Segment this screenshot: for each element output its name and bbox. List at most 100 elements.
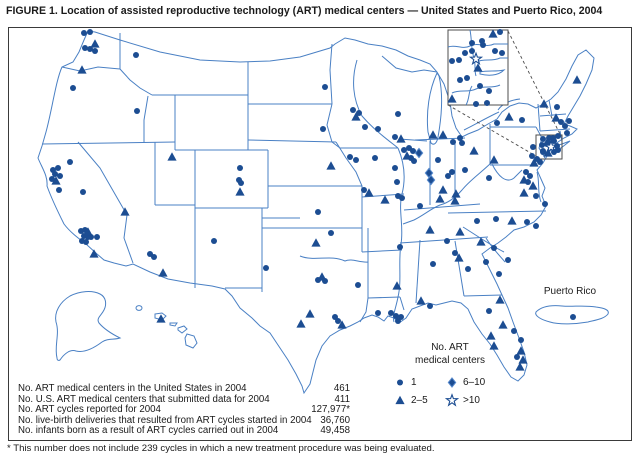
center-marker-2-5 (438, 130, 448, 139)
center-marker-1 (356, 110, 362, 116)
center-marker-6-10 (414, 147, 424, 159)
map-line (393, 147, 405, 323)
center-marker-1 (494, 120, 500, 126)
center-marker-1 (445, 173, 451, 179)
puerto-rico-label: Puerto Rico (543, 286, 597, 297)
map-line (359, 297, 369, 323)
stat-row: No. live-birth deliveries that resulted … (18, 415, 350, 427)
stat-label: No. infants born as a result of ART cycl… (18, 425, 279, 436)
map-line (402, 161, 493, 225)
map-line (454, 240, 465, 297)
center-marker-1 (533, 193, 539, 199)
center-marker-1 (328, 230, 334, 236)
center-marker-1 (449, 169, 455, 175)
map-line (143, 95, 149, 142)
legend-item-label: >10 (463, 394, 480, 406)
map-line (415, 239, 421, 304)
center-marker-2-5 (392, 281, 402, 290)
center-marker-1 (570, 314, 576, 320)
stat-label: No. ART cycles reported for 2004 (18, 404, 161, 415)
center-marker-1 (551, 138, 557, 144)
center-marker-1 (533, 223, 539, 229)
center-marker-1 (457, 77, 463, 83)
map-line (463, 111, 500, 131)
map-line (463, 294, 503, 297)
center-marker-1 (496, 271, 502, 277)
center-marker-1 (397, 379, 403, 386)
map-line (353, 59, 399, 149)
map-line (169, 322, 178, 327)
center-marker-1 (473, 101, 479, 107)
center-marker-1 (456, 57, 462, 63)
stat-row: No. U.S. ART medical centers that submit… (18, 393, 350, 406)
center-marker-2-5 (235, 187, 245, 196)
center-marker-2-5 (89, 249, 99, 258)
figure-title: FIGURE 1. Location of assisted reproduct… (6, 5, 603, 17)
center-marker-1 (347, 154, 353, 160)
center-marker-1 (527, 173, 533, 179)
center-marker-2-5 (296, 319, 306, 328)
map-line (399, 296, 405, 311)
center-marker-1 (315, 277, 321, 283)
center-marker-1 (82, 45, 88, 51)
center-marker-2-5 (156, 314, 166, 323)
center-marker-2-5 (489, 155, 499, 164)
center-marker-2-5 (486, 331, 496, 340)
legend-title-line2: medical centers (414, 355, 486, 366)
legend-item-6-10: 6–10 (445, 373, 507, 391)
center-marker-2-5 (326, 161, 336, 170)
center-marker-2-5 (90, 39, 100, 48)
map-line (537, 103, 541, 132)
center-marker-2-5 (450, 196, 460, 205)
map-line (367, 296, 401, 299)
center-marker-1 (511, 328, 517, 334)
map-line (403, 203, 481, 211)
center-marker-1 (486, 308, 492, 314)
center-marker-1 (519, 117, 525, 123)
map-line (135, 305, 143, 311)
center-marker-1 (464, 75, 470, 81)
center-marker-6-10 (426, 174, 436, 186)
center-marker-1 (320, 126, 326, 132)
stat-label: No. U.S. ART medical centers that submit… (18, 393, 270, 405)
center-marker-2-5 (528, 181, 538, 190)
center-marker-2-5 (167, 152, 177, 161)
center-marker-2-5 (551, 113, 561, 122)
map-legend: No. ART medical centers 1 2–5 6–10 >10 (390, 341, 510, 409)
center-marker-2-5 (504, 112, 514, 121)
center-marker-1 (427, 303, 433, 309)
center-marker-2-5 (488, 29, 498, 38)
legend-item-label: 2–5 (411, 394, 428, 406)
center-marker-2-5 (447, 94, 457, 103)
center-marker-1 (555, 133, 561, 139)
center-marker-1 (237, 165, 243, 171)
center-marker-1 (151, 254, 157, 260)
center-marker-1 (397, 244, 403, 250)
center-marker-1 (465, 266, 471, 272)
center-marker-1 (525, 179, 531, 185)
center-marker-1 (395, 111, 401, 117)
center-marker-1 (401, 147, 407, 153)
center-marker-1 (497, 29, 503, 35)
center-marker-2-5 (451, 189, 461, 198)
center-marker-2-5 (416, 296, 426, 305)
center-marker-1 (542, 201, 548, 207)
center-marker-1 (539, 142, 545, 148)
center-marker-2-5 (351, 112, 361, 121)
map-line (451, 84, 501, 94)
center-marker-1 (518, 337, 524, 343)
map-line (539, 128, 571, 132)
center-marker-2-5 (519, 188, 529, 197)
center-marker-1 (55, 165, 61, 171)
center-marker-1 (83, 239, 89, 245)
center-marker-1 (492, 48, 498, 54)
center-marker-1 (395, 318, 401, 324)
center-marker-2-5 (380, 195, 390, 204)
center-marker-1 (388, 310, 394, 316)
legend-item-1: 1 (393, 373, 445, 391)
legend-item-label: 6–10 (463, 376, 486, 388)
map-line (536, 171, 542, 203)
center-marker-1 (486, 88, 492, 94)
map-line (485, 237, 506, 263)
